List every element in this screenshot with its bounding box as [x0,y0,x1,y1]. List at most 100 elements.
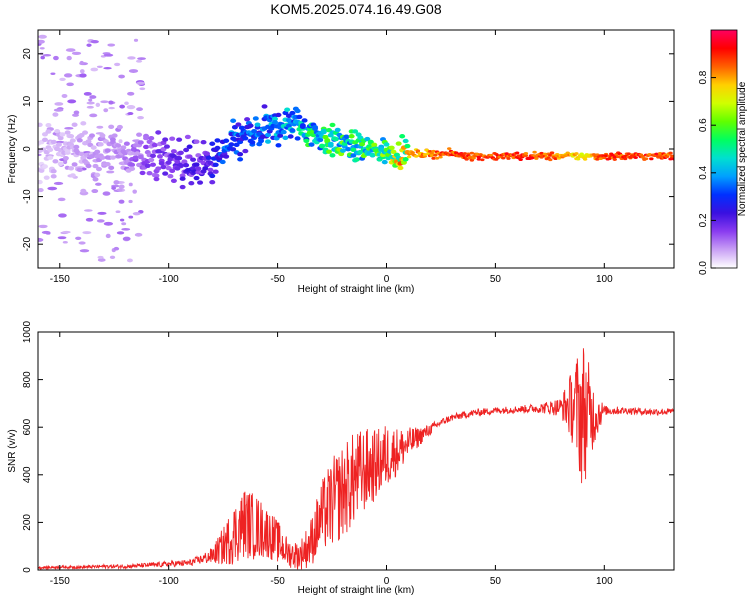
x-tick-label: -100 [159,274,179,285]
spectrogram-cell [128,182,133,187]
spectrogram-cell [104,162,111,167]
spectrogram-cell [155,166,162,171]
spectrogram-cell [184,134,191,140]
spectrogram-y-axis-label: Frequency (Hz) [7,115,18,184]
spectrogram-cell [39,47,45,50]
spectrogram-cell [410,151,415,154]
spectrogram-cell [99,133,106,138]
spectrogram-cell [45,123,52,128]
spectrogram-cell [289,128,296,133]
spectrogram-cell [671,157,674,161]
spectrogram-cell [334,127,341,133]
spectrogram-cell [94,172,101,178]
spectrogram-cell [230,147,237,152]
spectrogram-cell [654,152,659,156]
spectrogram-cell [61,93,68,98]
spectrogram-cell [476,157,482,161]
colorbar-tick-label: 0.8 [698,70,709,84]
x-tick-label: -150 [50,576,70,587]
spectrogram-cell [197,180,204,185]
spectrogram-cell [431,149,436,153]
spectrogram-cell [38,122,43,127]
spectrogram-cell [54,102,64,106]
spectrogram-cell [223,154,230,159]
spectrogram-cell [299,124,306,130]
x-tick-label: 100 [596,576,613,587]
spectrogram-cell [237,152,244,157]
spectrogram-cell [137,154,144,160]
spectrogram-cell [501,156,506,160]
spectrogram-cell [153,176,160,182]
spectrogram-cell [668,151,673,155]
spectrogram-cell [118,199,125,204]
spectrogram-cell [207,167,214,173]
spectrogram-cell [174,159,181,165]
spectrogram-cell [78,151,85,157]
spectrogram-cell [549,151,555,155]
spectrogram-cell [54,129,61,134]
spectrogram-cell [134,232,143,237]
spectrogram-cell [575,157,581,161]
spectrogram-cell [86,105,94,109]
spectrogram-cell [429,151,434,155]
spectrogram-cell [165,160,172,165]
spectrogram-cell [429,154,434,157]
spectrogram-cell [657,152,663,155]
spectrogram-cell [137,116,144,120]
spectrogram-cell [69,138,76,143]
spectrogram-cell [532,150,537,154]
spectrogram-cell [118,139,123,144]
spectrogram-cell [105,233,111,239]
spectrogram-cell [95,102,101,108]
spectrogram-cell [542,152,548,156]
x-tick-label: 50 [490,576,502,587]
spectrogram-cell [139,87,146,91]
spectrogram-cell [126,105,136,110]
spectrogram-cell [109,155,116,160]
spectrogram-cell [41,137,48,142]
spectrogram-cell [329,153,336,158]
spectrogram-cell [43,175,50,180]
spectrogram-cell [127,112,134,116]
spectrogram-cell [548,153,553,157]
spectrogram-cell [332,136,339,142]
spectrogram-cell [124,101,129,106]
spectrogram-cell [294,108,301,114]
spectrogram-cell [431,156,436,160]
spectrogram-cell [132,155,139,160]
spectrogram-cell [71,162,78,167]
spectrogram-cell [453,151,459,155]
spectrogram-cell [135,59,143,63]
spectrogram-cell [176,156,183,161]
spectrogram-cell [261,104,268,109]
spectrogram-cell [469,151,475,155]
spectrogram-y-ticks: -20 -10 0 10 20 [22,48,674,251]
spectrogram-cell [97,258,106,262]
x-tick-label: -50 [270,274,285,285]
spectrogram-cell [79,73,87,78]
spectrogram-cell [556,156,562,160]
spectrogram-cell [319,143,326,149]
spectrogram-cell [275,143,282,148]
y-tick-label: 200 [22,514,33,531]
spectrogram-cell [406,155,412,159]
snr-series-line [38,348,674,570]
spectrogram-cell [100,100,109,104]
spectrogram-cell [99,155,106,160]
spectrogram-cell [214,138,221,143]
spectrogram-cell [170,149,177,154]
spectrogram-cell [395,141,402,146]
spectrogram-cell [612,158,617,161]
spectrogram-cell [97,142,104,147]
spectrogram-cell [228,142,235,147]
spectrogram-cell [433,153,438,157]
spectrogram-cell [53,181,64,186]
spectrogram-cell [94,149,101,154]
spectrogram-cell [390,149,397,155]
spectrogram-cell [325,149,332,154]
spectrogram-cell [327,141,334,147]
spectrogram-cell [115,143,122,148]
spectrogram-cell [109,137,116,142]
spectrogram-cell [59,77,66,82]
spectrogram-cell [150,162,157,167]
